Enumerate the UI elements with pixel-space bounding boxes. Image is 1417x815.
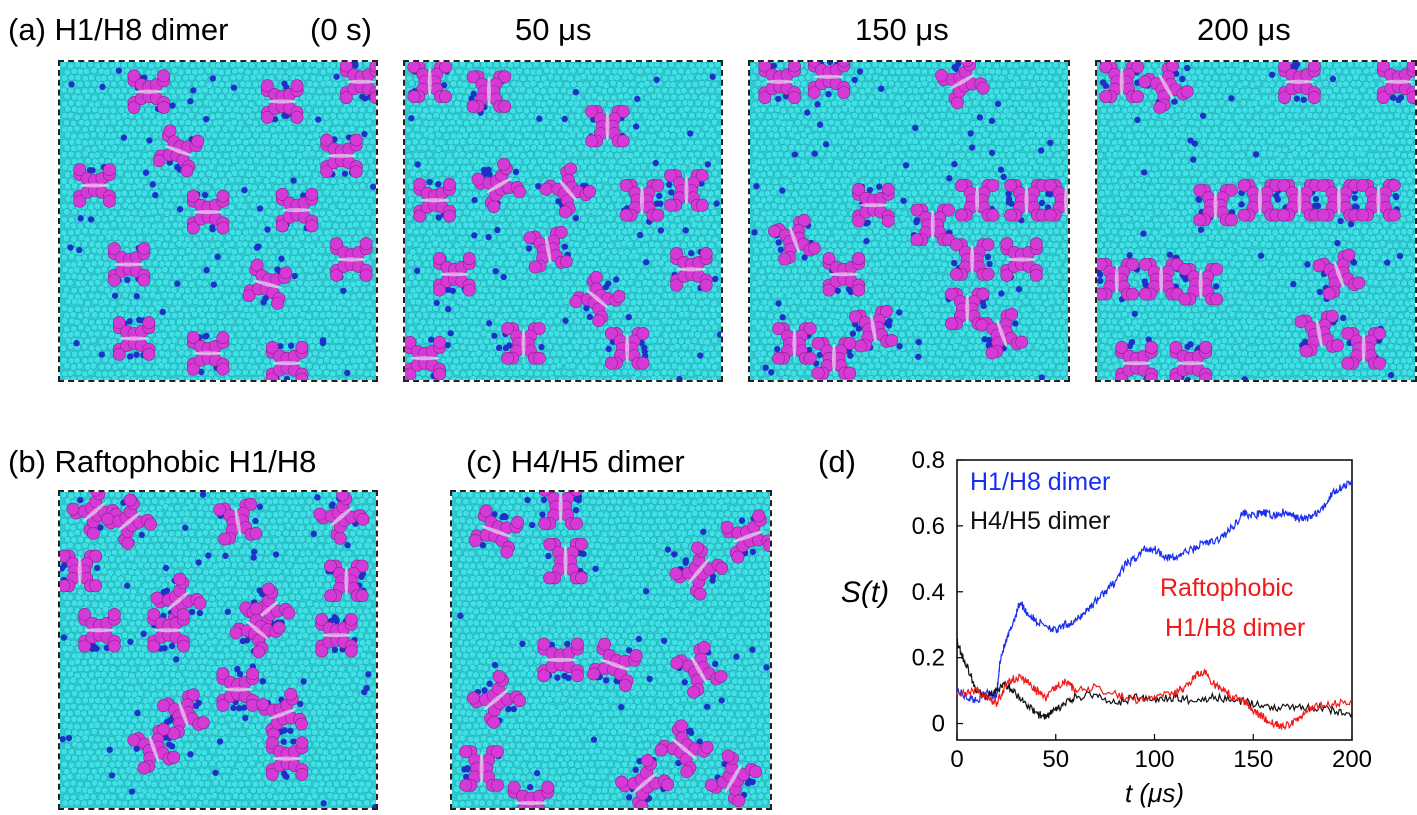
y-tick-label: 0.4 [912,579,945,606]
series-annotation: H1/H8 dimer [1165,614,1305,642]
y-tick-label: 0 [932,711,945,738]
order-parameter-plot: 0 50 100 150 200 0 0.2 0.4 0.6 0.8 t (μs) S(t) H1/H… [841,447,1372,808]
x-tick-label: 50 [1042,746,1069,773]
x-tick-label: 150 [1233,746,1273,773]
snapshot-0s [58,60,378,382]
series-annotation: Raftophobic [1160,574,1293,602]
panel-a-label: (a) H1/H8 dimer [8,12,229,47]
y-tick-label: 0.6 [912,513,945,540]
series-line-1 [956,638,1353,720]
x-axis-label: t (μs) [1125,778,1184,808]
plot-series [956,479,1353,730]
y-tick-label: 0.8 [912,447,945,474]
panel-b-label: (b) Raftophobic H1/H8 [8,444,317,479]
y-tick-label: 0.2 [912,645,945,672]
panel-c-label: (c) H4/H5 dimer [466,444,685,479]
snapshot-200us [1095,60,1417,382]
series-line-0 [956,479,1353,704]
panel-a-time-150: 150 μs [855,12,949,47]
panel-a-time-0: (0 s) [310,12,372,47]
plot-annotations: H1/H8 dimer H4/H5 dimer Raftophobic H1/H8 d… [970,468,1305,642]
series-annotation: H4/H5 dimer [970,507,1110,535]
panel-a-time-50: 50 μs [515,12,592,47]
y-axis-label: S(t) [841,576,889,609]
plot-axes: 0 50 100 150 200 0 0.2 0.4 0.6 0.8 t (μs) S(t) [841,447,1372,808]
x-tick-label: 200 [1332,746,1372,773]
x-tick-label: 0 [950,746,963,773]
panel-a-time-200: 200 μs [1197,12,1291,47]
snapshot-150us [748,60,1070,382]
snapshot-50us [403,60,723,382]
x-tick-label: 100 [1134,746,1174,773]
snapshot-h4h5 [450,490,772,810]
snapshot-raftophobic [58,490,378,810]
panel-d-label: (d) [818,444,856,479]
series-line-2 [956,667,1353,730]
series-annotation: H1/H8 dimer [970,468,1110,496]
